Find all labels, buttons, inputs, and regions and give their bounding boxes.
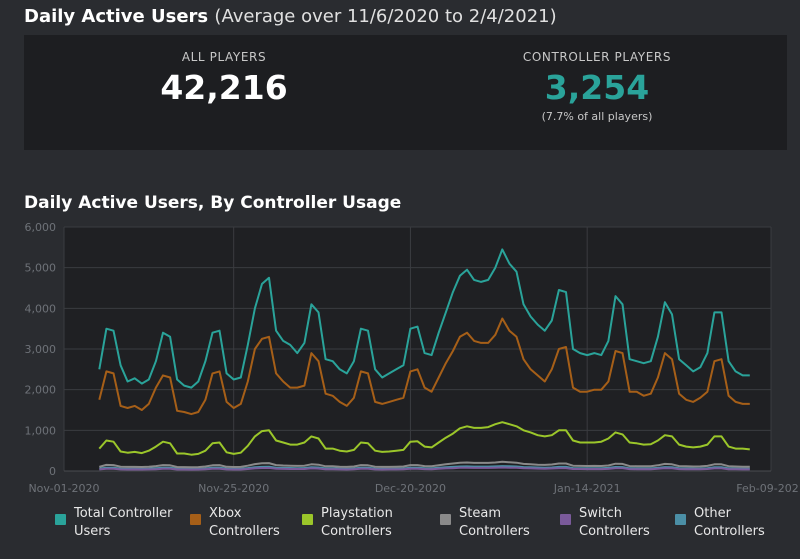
legend-swatch	[302, 514, 313, 525]
controller-players-value: 3,254	[544, 68, 650, 107]
legend-label: Other Controllers	[694, 506, 765, 539]
legend-swatch	[55, 514, 66, 525]
x-tick-label: Nov-01-2020	[28, 482, 99, 495]
daily-active-users-chart: 0 1,000 2,000 3,000 4,000 5,000 6,000 Nov-01-20…	[25, 221, 800, 495]
legend-item-switch-controllers[interactable]: Switch Controllers	[560, 505, 650, 541]
y-tick-label: 5,000	[25, 262, 57, 275]
all-players-label: ALL PLAYERS	[181, 50, 267, 64]
legend-swatch	[560, 514, 571, 525]
legend-label: Switch Controllers	[579, 506, 650, 539]
chart-legend: Total Controller Users Xbox Controllers Pl…	[0, 505, 800, 555]
legend-swatch	[675, 514, 686, 525]
legend-item-total-controller-users[interactable]: Total Controller Users	[55, 505, 172, 541]
legend-label: Playstation Controllers	[321, 506, 393, 539]
page-subtitle: (Average over 11/6/2020 to 2/4/2021)	[214, 6, 557, 27]
y-tick-label: 0	[49, 465, 56, 478]
legend-item-other-controllers[interactable]: Other Controllers	[675, 505, 765, 541]
x-tick-label: Nov-25-2020	[198, 482, 269, 495]
legend-swatch	[440, 514, 451, 525]
page-title-text: Daily Active Users	[24, 6, 209, 27]
y-tick-label: 2,000	[25, 384, 57, 397]
page-title: Daily Active Users (Average over 11/6/20…	[24, 6, 557, 27]
legend-item-playstation-controllers[interactable]: Playstation Controllers	[302, 505, 393, 541]
legend-label: Steam Controllers	[459, 506, 530, 539]
x-tick-label: Feb-09-2021	[736, 482, 800, 495]
series-line-playstation-controllers	[98, 421, 750, 456]
y-tick-label: 6,000	[25, 221, 57, 234]
controller-players-note: (7.7% of all players)	[541, 110, 653, 123]
series-line-switch-controllers	[99, 466, 750, 471]
chart-title: Daily Active Users, By Controller Usage	[24, 193, 402, 213]
y-tick-label: 4,000	[25, 302, 57, 315]
legend-item-steam-controllers[interactable]: Steam Controllers	[440, 505, 530, 541]
all-players-value: 42,216	[160, 68, 288, 107]
legend-item-xbox-controllers[interactable]: Xbox Controllers	[190, 505, 280, 541]
series-line-xbox-controllers	[98, 317, 750, 416]
legend-swatch	[190, 514, 201, 525]
series-line-steam-controllers	[99, 460, 750, 469]
stats-panel: ALL PLAYERS 42,216 CONTROLLER PLAYERS 3,…	[24, 35, 787, 150]
x-tick-label: Jan-14-2021	[553, 482, 621, 495]
series-line-total-controller-users	[98, 248, 750, 389]
all-players-stat: ALL PLAYERS 42,216	[34, 35, 414, 108]
y-tick-label: 1,000	[25, 424, 57, 437]
x-tick-label: Dec-20-2020	[375, 482, 446, 495]
legend-label: Xbox Controllers	[209, 506, 280, 539]
y-tick-label: 3,000	[25, 343, 57, 356]
controller-players-label: CONTROLLER PLAYERS	[522, 50, 672, 64]
legend-label: Total Controller Users	[74, 506, 173, 539]
controller-players-stat: CONTROLLER PLAYERS 3,254 (7.7% of all pl…	[407, 35, 787, 123]
